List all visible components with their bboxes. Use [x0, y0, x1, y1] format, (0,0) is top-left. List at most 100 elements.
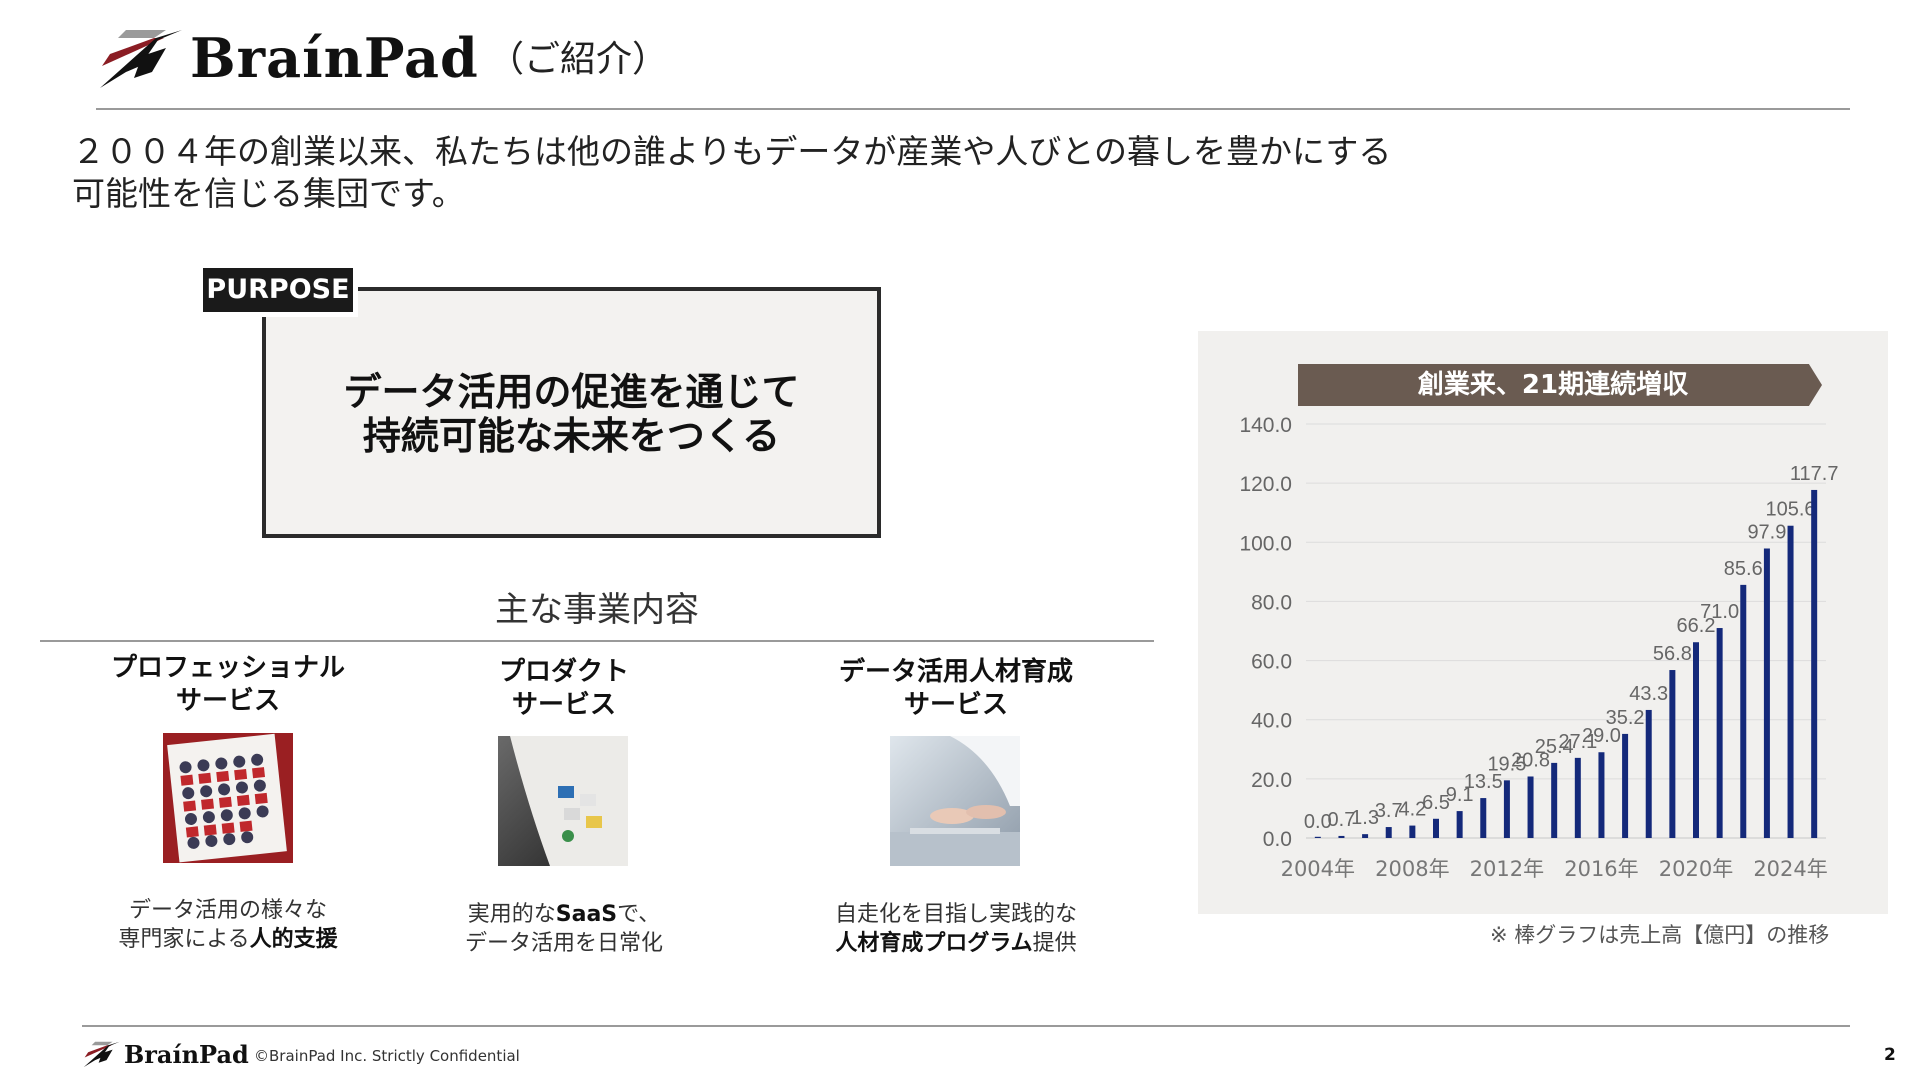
- bar-value-label: 66.2: [1677, 615, 1716, 637]
- footer-divider: [82, 1025, 1850, 1027]
- y-tick-label: 100.0: [1239, 532, 1292, 555]
- purpose-statement: データ活用の促進を通じて 持続可能な未来をつくる: [262, 370, 881, 458]
- chart-title-banner: [1298, 364, 1822, 406]
- service-desc-highlight: 人材育成プログラム: [835, 931, 1033, 956]
- y-tick-label: 80.0: [1251, 591, 1292, 614]
- bar-value-label: 1.3: [1351, 807, 1379, 829]
- chart-footnote: ※ 棒グラフは売上高【億円】の推移: [1490, 923, 1830, 947]
- service-desc-line: 人材育成プログラム提供: [776, 929, 1136, 958]
- professional-service-photo: [163, 733, 293, 863]
- x-tick-label: 2008年: [1375, 857, 1449, 881]
- bar-value-label: 29.0: [1582, 725, 1621, 747]
- chart-bar: [1669, 670, 1676, 838]
- service-title-line: サービス: [175, 686, 280, 716]
- service-desc-professional: データ活用の様々な 専門家による人的支援: [48, 896, 408, 954]
- service-desc-line: 専門家による人的支援: [48, 925, 408, 954]
- mission-statement: ２００４年の創業以来、私たちは他の誰よりもデータが産業や人びとの暮しを豊かにする…: [72, 131, 1391, 215]
- chart-bar: [1456, 811, 1463, 838]
- service-desc-training: 自走化を目指し実践的な 人材育成プログラム提供: [776, 900, 1136, 958]
- purpose-box: [262, 287, 881, 538]
- service-desc-text: 実用的な: [467, 902, 556, 927]
- footer-logo-mark: [83, 1041, 120, 1068]
- service-desc-line: データ活用を日常化: [464, 931, 663, 956]
- bar-value-label: 9.1: [1446, 784, 1474, 806]
- header-divider: [96, 108, 1850, 110]
- page-title: （ご紹介）: [488, 39, 669, 80]
- chart-bar: [1716, 628, 1723, 838]
- chart-bar: [1314, 836, 1321, 838]
- service-desc-line: 実用的なSaaSで、: [384, 900, 744, 929]
- service-title-training: データ活用人材育成 サービス: [796, 656, 1116, 722]
- chart-bar: [1362, 834, 1369, 838]
- footer-logo-text: BraínPad: [124, 1040, 249, 1069]
- chart-panel: [1198, 331, 1888, 914]
- bar-value-label: 117.7: [1790, 463, 1839, 485]
- revenue-bar-chart: 0.020.040.060.080.0100.0120.0140.00.00.7…: [1239, 414, 1839, 881]
- service-title-line: サービス: [511, 690, 616, 720]
- x-tick-label: 2012年: [1470, 857, 1544, 881]
- chart-bar: [1338, 835, 1345, 838]
- y-tick-label: 20.0: [1251, 769, 1292, 792]
- service-title-line: サービス: [903, 690, 1008, 720]
- bar-value-label: 35.2: [1606, 707, 1645, 729]
- bar-value-label: 27.1: [1558, 731, 1597, 753]
- chart-bar: [1787, 525, 1794, 838]
- purpose-line-1: データ活用の促進を通じて: [343, 370, 800, 414]
- y-tick-label: 40.0: [1251, 710, 1292, 733]
- bar-value-label: 13.5: [1464, 771, 1503, 793]
- purpose-label: PURPOSE: [198, 263, 358, 317]
- x-tick-label: 2024年: [1753, 857, 1827, 881]
- chart-bar: [1527, 776, 1534, 838]
- chart-bar: [1409, 825, 1416, 838]
- mission-line-1: ２００４年の創業以来、私たちは他の誰よりもデータが産業や人びとの暮しを豊かにする: [72, 132, 1392, 171]
- bar-value-label: 0.0: [1304, 811, 1332, 833]
- copyright-text: ©BrainPad Inc. Strictly Confidential: [254, 1047, 520, 1065]
- product-service-photo: [498, 736, 628, 866]
- bar-value-label: 43.3: [1629, 683, 1668, 705]
- brainpad-logo-text: BraínPad: [190, 26, 479, 90]
- service-desc-text: 提供: [1032, 931, 1077, 956]
- business-section-title: 主な事業内容: [495, 590, 699, 630]
- chart-bar: [1622, 733, 1629, 838]
- service-desc-text: で、: [617, 902, 661, 927]
- chart-bar: [1480, 798, 1487, 838]
- bar-value-label: 85.6: [1724, 558, 1763, 580]
- bar-value-label: 4.2: [1398, 799, 1426, 821]
- bar-value-label: 6.5: [1422, 792, 1450, 814]
- chart-bar: [1598, 752, 1605, 838]
- chart-bar: [1574, 757, 1581, 838]
- service-desc-highlight: 人的支援: [249, 927, 338, 952]
- purpose-label-text: PURPOSE: [203, 268, 353, 312]
- bar-value-label: 0.7: [1328, 809, 1356, 831]
- x-tick-label: 2020年: [1659, 857, 1733, 881]
- service-title-product: プロダクト サービス: [404, 656, 724, 722]
- page-number: 2: [1884, 1045, 1896, 1065]
- purpose-line-2: 持続可能な未来をつくる: [362, 414, 781, 458]
- chart-bar: [1385, 827, 1392, 838]
- chart-bar: [1551, 762, 1558, 838]
- mission-line-2: 可能性を信じる集団です。: [72, 174, 465, 213]
- service-title-line: データ活用人材育成: [838, 657, 1073, 687]
- brainpad-logo-mark: [100, 30, 182, 88]
- bar-value-label: 19.5: [1487, 753, 1526, 775]
- service-desc-line: 自走化を目指し実践的な: [834, 902, 1077, 927]
- bar-value-label: 105.6: [1766, 499, 1816, 521]
- business-divider: [40, 640, 1154, 642]
- chart-bar: [1503, 780, 1510, 838]
- chart-bar: [1645, 709, 1652, 838]
- bar-value-label: 71.0: [1700, 601, 1739, 623]
- service-title-line: プロフェッショナル: [110, 653, 345, 683]
- y-tick-label: 0.0: [1263, 828, 1292, 851]
- bar-value-label: 20.8: [1511, 749, 1550, 771]
- x-tick-label: 2016年: [1564, 857, 1638, 881]
- service-desc-text: 専門家による: [118, 927, 250, 952]
- y-tick-label: 60.0: [1251, 651, 1292, 674]
- bar-value-label: 3.7: [1375, 800, 1403, 822]
- x-tick-label: 2004年: [1281, 857, 1355, 881]
- service-desc-highlight: SaaS: [555, 902, 618, 927]
- y-tick-label: 140.0: [1239, 414, 1292, 437]
- chart-bar: [1740, 584, 1747, 838]
- chart-title: 創業来、21期連続増収: [1417, 370, 1689, 400]
- service-desc-product: 実用的なSaaSで、 データ活用を日常化: [384, 900, 744, 958]
- bar-value-label: 97.9: [1747, 521, 1786, 543]
